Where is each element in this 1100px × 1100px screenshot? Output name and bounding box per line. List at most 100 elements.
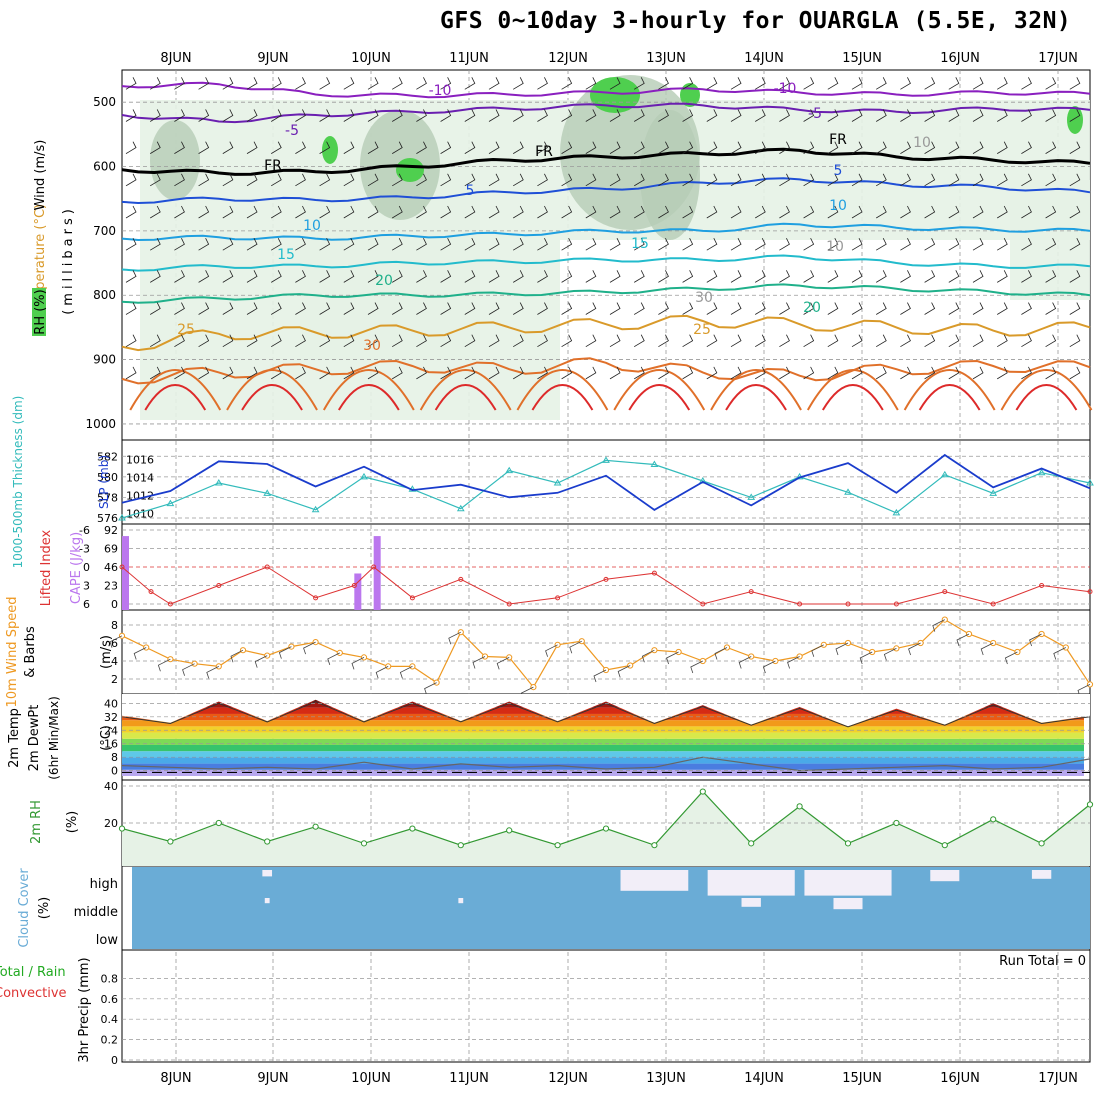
- lifted-label-group: Lifted Index: [39, 529, 54, 606]
- contour-label: 25: [177, 322, 195, 338]
- wind-barb: [827, 237, 839, 251]
- slp-tick: 1016: [126, 454, 154, 467]
- temp-band: [122, 713, 1084, 721]
- wind-barb: [125, 302, 137, 315]
- wind-barb: [900, 270, 911, 283]
- wind10-barb: [666, 651, 679, 665]
- wind10-barb: [254, 655, 268, 668]
- thickness-point: [602, 456, 610, 463]
- wind-barb: [633, 109, 645, 122]
- wind10-barb: [617, 665, 631, 678]
- wind-barb: [706, 205, 718, 219]
- wind-barb: [803, 366, 815, 380]
- wind-barb: [996, 302, 1008, 315]
- contour-label: -5: [808, 106, 822, 122]
- rh-legend-swatch: [32, 288, 46, 336]
- wind-barb: [924, 77, 936, 90]
- wind-barb: [609, 302, 621, 315]
- wind-barb: [972, 270, 984, 283]
- wind-barb: [972, 77, 984, 90]
- wind-barb: [585, 302, 597, 315]
- cloud-cell-high: [262, 870, 273, 877]
- lifted-point: [351, 583, 357, 588]
- wind-barb: [827, 77, 839, 90]
- contour-label: 25: [693, 322, 711, 338]
- lifted-point: [409, 595, 415, 601]
- wind-barb: [222, 205, 234, 219]
- wind-barb: [803, 334, 815, 348]
- wind-barb: [512, 205, 524, 219]
- wind-unit-label: (m/s): [99, 635, 114, 669]
- cloud-cell-middle: [458, 898, 464, 904]
- wind-barb: [391, 366, 403, 380]
- wind-barb: [440, 237, 452, 251]
- thickness-point: [263, 489, 272, 496]
- wind-barb: [319, 109, 331, 122]
- wind-barb: [295, 270, 306, 283]
- rh2m-point: [118, 825, 126, 832]
- wind10-barb: [569, 640, 582, 654]
- lifted-point: [167, 601, 173, 607]
- contour-label: 5: [466, 183, 475, 199]
- lifted-tick: -6: [79, 524, 90, 537]
- rh2m-point: [457, 842, 464, 849]
- thickness-line: [121, 459, 1091, 519]
- lifted-point: [371, 564, 377, 570]
- wind10-barb: [206, 666, 219, 679]
- wind-barb: [706, 270, 718, 283]
- wind-barb: [900, 173, 911, 187]
- wind-barb: [391, 141, 403, 154]
- contour-label: 10: [303, 218, 321, 234]
- cloud-level-label: low: [96, 933, 119, 948]
- wind-barb: [416, 366, 427, 380]
- wind-barb: [585, 366, 597, 380]
- wind10-point: [699, 657, 706, 665]
- rh-unit-label: (%): [65, 811, 80, 834]
- wind-barb: [1069, 109, 1081, 122]
- thickness-point: [940, 470, 949, 478]
- wind-barb: [827, 366, 839, 380]
- wind-barb: [754, 205, 766, 219]
- wind10-axis-label: 10m Wind Speed: [5, 597, 20, 708]
- wind-barb: [270, 302, 282, 315]
- wind-barb: [706, 77, 718, 90]
- date-label-top: 8JUN: [160, 51, 191, 66]
- wind-barb: [924, 334, 936, 348]
- wind-barb: [222, 334, 234, 348]
- cloud-axis-label: Cloud Cover: [17, 868, 32, 948]
- wind-barb: [875, 109, 887, 122]
- wind-barb: [537, 270, 548, 283]
- wind-barb: [174, 141, 185, 154]
- wind10-barb: [303, 641, 316, 655]
- wind10-point: [820, 641, 827, 648]
- rh2m-point: [409, 825, 416, 832]
- wind-barb: [246, 173, 258, 187]
- wind-barb: [633, 77, 645, 90]
- temp-unit-label-group: (°C): [99, 725, 114, 751]
- temp-band: [122, 763, 1084, 770]
- wind10-barb: [593, 669, 607, 683]
- wind-barb: [295, 366, 306, 380]
- wind-barb: [851, 334, 863, 348]
- wind10-barb: [545, 644, 558, 657]
- wind10-barb: [787, 656, 800, 669]
- wind-barb: [585, 334, 597, 348]
- wind-barb: [222, 109, 234, 122]
- wind-barb: [125, 109, 137, 122]
- wind-barb: [730, 237, 742, 251]
- thickness-point: [214, 479, 223, 486]
- wind-barb: [537, 366, 548, 380]
- wind10-barb: [448, 631, 461, 645]
- rh-area-dark: [1067, 106, 1083, 134]
- wind10-barb: [351, 657, 365, 670]
- cloud-cell-middle: [833, 898, 863, 910]
- wind-barb: [609, 270, 621, 283]
- wind-barb: [948, 334, 960, 348]
- wind-barb: [851, 302, 863, 315]
- wind-barb: [924, 141, 936, 154]
- pressure-tick-label: 1000: [85, 417, 116, 431]
- wind-barb: [537, 173, 548, 187]
- date-label-bottom: 16JUN: [940, 1071, 980, 1086]
- wind-barb: [295, 109, 306, 122]
- isotherm-30-arc: [322, 369, 415, 411]
